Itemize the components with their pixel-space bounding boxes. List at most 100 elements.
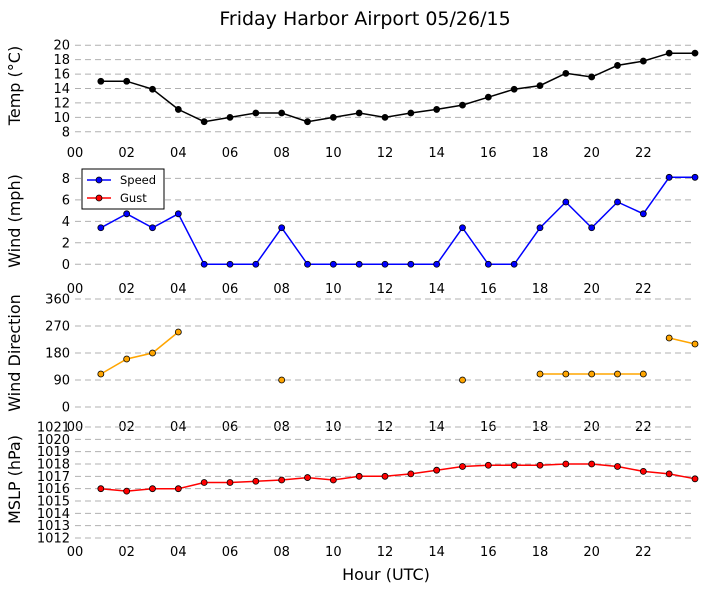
y-tick-label: 1018 — [37, 458, 70, 473]
x-tick-label: 20 — [583, 420, 600, 435]
data-point — [639, 467, 647, 475]
data-point — [562, 69, 570, 77]
data-point — [200, 479, 208, 486]
panel-mslp: 1012101310141015101610171018101910201021… — [5, 421, 699, 560]
data-point — [97, 224, 105, 232]
data-point — [355, 260, 363, 268]
data-point — [614, 62, 621, 69]
data-point — [562, 370, 570, 378]
y-tick-label: 360 — [45, 293, 70, 308]
data-point — [252, 260, 260, 268]
data-point — [355, 472, 363, 480]
data-point — [304, 474, 311, 481]
series-line — [669, 337, 696, 345]
y-tick-label: 16 — [53, 68, 70, 83]
y-tick-label: 1016 — [37, 482, 70, 497]
data-point — [588, 73, 596, 81]
x-tick-label: 12 — [377, 545, 394, 560]
data-point — [484, 93, 492, 101]
data-point — [174, 328, 182, 336]
y-tick-label: 1017 — [37, 470, 70, 485]
y-tick-label: 0 — [62, 401, 70, 416]
data-point — [588, 370, 596, 378]
y-tick-label: 12 — [53, 96, 70, 111]
data-point — [329, 260, 337, 268]
y-tick-label: 1021 — [37, 421, 70, 436]
data-point — [97, 485, 105, 493]
data-point — [510, 85, 518, 93]
data-point — [304, 118, 311, 126]
data-point — [381, 260, 389, 268]
x-tick-label: 16 — [480, 545, 497, 560]
y-tick-label: 6 — [62, 193, 70, 208]
data-point — [278, 224, 286, 232]
data-point — [536, 224, 544, 232]
data-point — [614, 198, 621, 206]
data-point — [329, 476, 337, 484]
data-point — [459, 376, 466, 384]
data-point — [355, 109, 363, 117]
legend-swatch-marker — [95, 194, 103, 202]
x-tick-label: 16 — [480, 146, 497, 161]
x-tick-label: 18 — [532, 282, 549, 297]
data-point — [407, 109, 415, 117]
x-tick-label: 08 — [273, 545, 290, 560]
legend-box — [81, 168, 165, 210]
data-point — [149, 85, 156, 93]
y-tick-label: 1020 — [37, 433, 70, 448]
data-point — [252, 109, 260, 117]
data-point — [536, 370, 544, 378]
y-tick-label: 90 — [53, 374, 70, 389]
legend: Speed Gust — [81, 168, 165, 210]
data-point — [665, 173, 673, 181]
x-tick-label: 02 — [118, 282, 135, 297]
x-tick-label: 14 — [428, 545, 445, 560]
series-line — [100, 463, 696, 492]
y-axis-label: Wind (mph) — [5, 174, 24, 268]
legend-label: Gust — [120, 191, 147, 205]
data-point — [588, 224, 596, 232]
y-tick-label: 4 — [62, 215, 70, 230]
y-tick-label: 2 — [62, 236, 70, 251]
data-point — [304, 260, 311, 268]
data-point — [562, 460, 570, 468]
x-tick-label: 02 — [118, 146, 135, 161]
y-tick-label: 1013 — [37, 519, 70, 534]
data-point — [459, 101, 466, 109]
data-point — [123, 355, 131, 363]
data-point — [123, 210, 131, 218]
y-tick-label: 8 — [62, 172, 70, 187]
series-line — [100, 176, 695, 266]
y-tick-label: 1012 — [37, 532, 70, 547]
data-point — [639, 370, 647, 378]
data-point — [433, 106, 441, 113]
x-tick-label: 00 — [67, 282, 84, 297]
data-point — [588, 460, 596, 468]
y-tick-label: 1014 — [37, 507, 70, 522]
y-axis-label: Temp (°C) — [5, 46, 24, 126]
chart-title: Friday Harbor Airport 05/26/15 — [219, 8, 510, 30]
x-tick-label: 04 — [170, 545, 187, 560]
y-axis-label: Wind Direction — [5, 294, 24, 412]
x-tick-label: 22 — [635, 146, 652, 161]
data-point — [665, 470, 673, 478]
y-tick-label: 14 — [53, 82, 70, 97]
data-point — [691, 475, 699, 483]
x-tick-label: 10 — [325, 545, 342, 560]
data-point — [407, 260, 415, 268]
data-point — [278, 376, 286, 384]
data-point — [459, 463, 466, 470]
x-tick-label: 04 — [170, 282, 187, 297]
y-tick-label: 1019 — [37, 445, 70, 460]
data-point — [149, 349, 156, 357]
x-tick-label: 22 — [635, 545, 652, 560]
data-point — [639, 57, 647, 65]
y-tick-label: 270 — [45, 320, 70, 335]
data-point — [149, 485, 156, 493]
x-tick-label: 16 — [480, 282, 497, 297]
data-point — [97, 370, 105, 378]
